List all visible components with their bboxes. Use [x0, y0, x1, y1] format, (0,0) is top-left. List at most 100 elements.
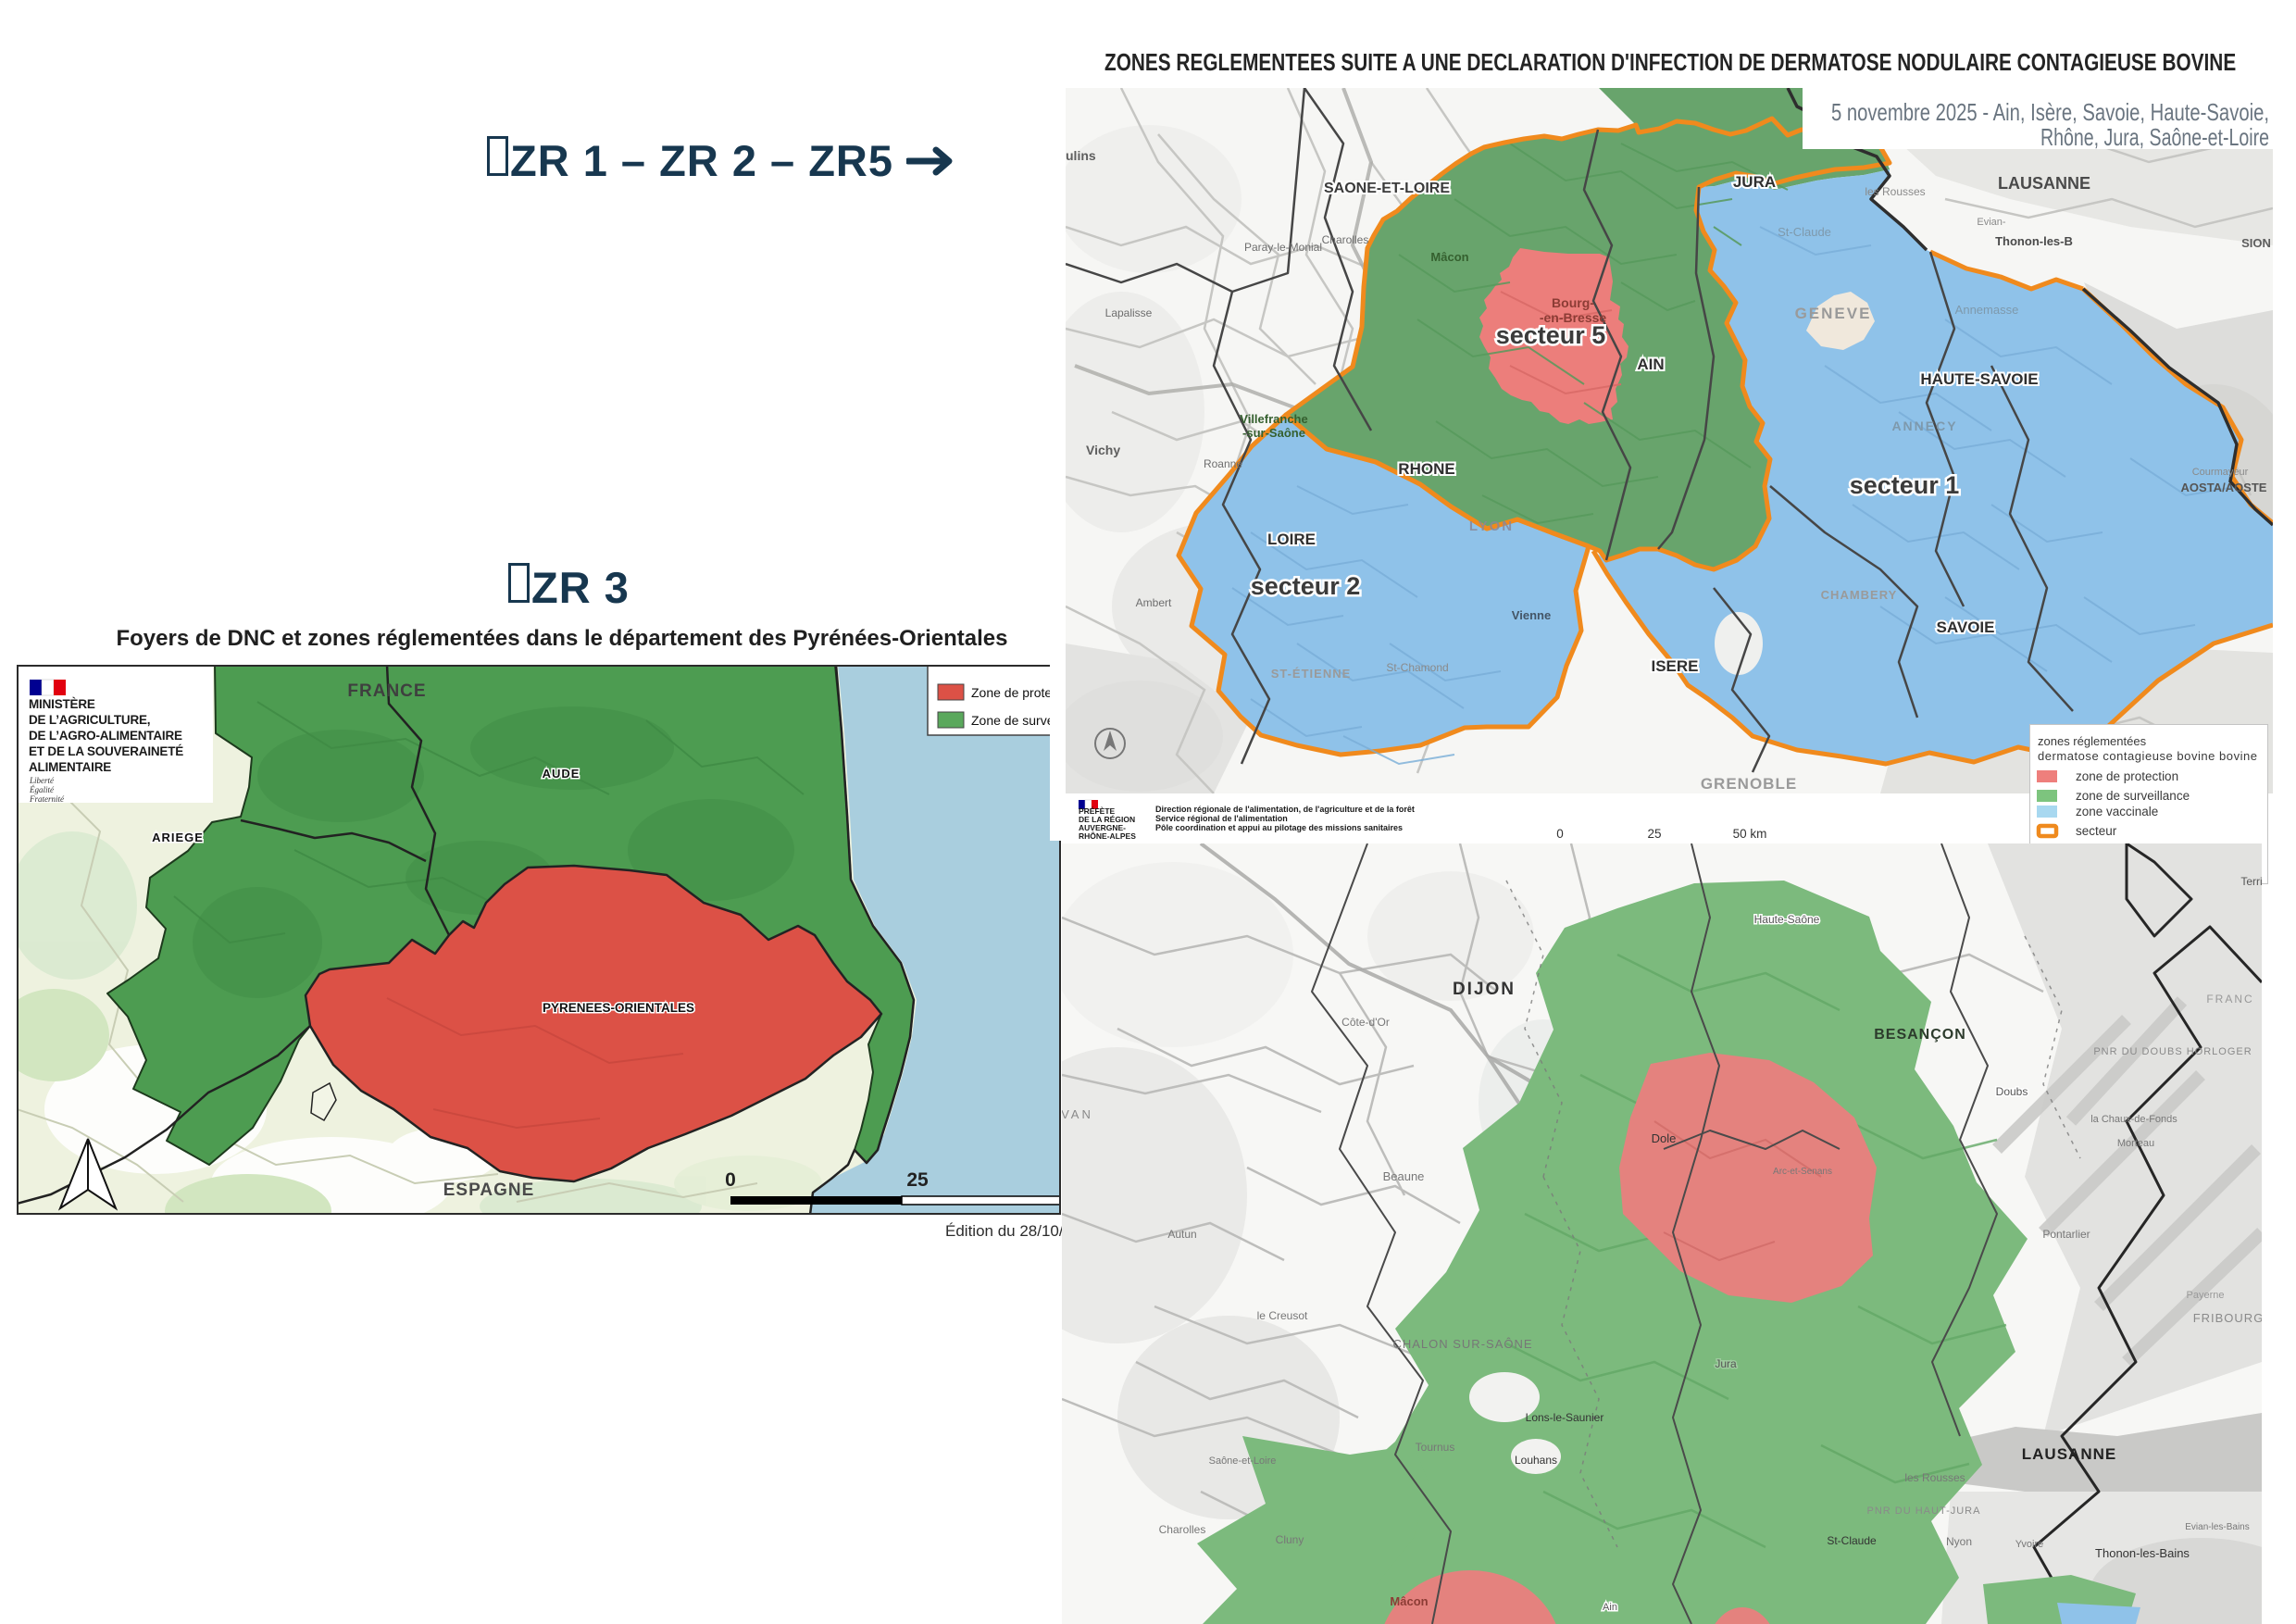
svg-text:25: 25 [1647, 827, 1661, 841]
svg-text:PNR DU DOUBS HORLOGER: PNR DU DOUBS HORLOGER [2093, 1046, 2252, 1057]
svg-text:St-Chamond: St-Chamond [1386, 661, 1448, 674]
svg-text:Direction régionale de l'alime: Direction régionale de l'alimentation, d… [1155, 805, 1415, 814]
svg-text:Mâcon: Mâcon [1390, 1594, 1428, 1608]
svg-text:0: 0 [1556, 827, 1564, 841]
svg-text:JURA: JURA [1733, 173, 1776, 191]
svg-text:ET DE LA SOUVERAINETÉ: ET DE LA SOUVERAINETÉ [29, 744, 183, 758]
svg-text:DIJON: DIJON [1453, 980, 1516, 999]
svg-text:Morteau: Morteau [2117, 1138, 2154, 1149]
svg-text:Bourg-: Bourg- [1552, 295, 1594, 310]
svg-text:CHAMBERY: CHAMBERY [1821, 588, 1898, 602]
svg-text:les Rousses: les Rousses [1904, 1471, 1965, 1484]
svg-text:ESPAGNE: ESPAGNE [443, 1181, 535, 1200]
svg-text:dermatose contagieuse bovine b: dermatose contagieuse bovine bovine [2038, 749, 2257, 763]
svg-text:AUDE: AUDE [543, 767, 580, 781]
svg-text:Dole: Dole [1652, 1131, 1677, 1145]
svg-text:Cluny: Cluny [1276, 1533, 1304, 1546]
svg-text:Mâcon: Mâcon [1430, 250, 1468, 264]
svg-text:RHONE: RHONE [1398, 460, 1454, 478]
svg-text:Égalité: Égalité [29, 785, 55, 794]
svg-text:DE L’AGRICULTURE,: DE L’AGRICULTURE, [29, 713, 150, 727]
svg-text:Zone de prote: Zone de prote [971, 685, 1052, 700]
svg-text:Roanne: Roanne [1204, 457, 1242, 470]
svg-text:Ain: Ain [1603, 1602, 1617, 1613]
svg-text:zones réglementées: zones réglementées [2038, 734, 2147, 748]
svg-text:ISERE: ISERE [1651, 657, 1698, 675]
svg-text:Villefranche: Villefranche [1240, 412, 1307, 426]
svg-text:secteur 5: secteur 5 [1496, 321, 1606, 349]
svg-text:DE L’AGRO-ALIMENTAIRE: DE L’AGRO-ALIMENTAIRE [29, 729, 182, 743]
svg-text:Annemasse: Annemasse [1955, 303, 2019, 317]
svg-text:5 novembre 2025 - Ain, Isère,: 5 novembre 2025 - Ain, Isère, Savoie, Ha… [1831, 98, 2269, 126]
svg-text:ARIEGE: ARIEGE [152, 831, 204, 844]
svg-text:zone vaccinale: zone vaccinale [2076, 805, 2158, 818]
svg-text:Autun: Autun [1167, 1228, 1196, 1241]
svg-text:GRENOBLE: GRENOBLE [1701, 775, 1797, 793]
svg-text:Doubs: Doubs [1996, 1085, 2028, 1098]
svg-text:Lons-le-Sau​nier: Lons-le-Sau​nier [1526, 1411, 1604, 1424]
svg-text:HAUTE-SAVOIE: HAUTE-SAVOIE [1920, 370, 2038, 388]
svg-text:Jura: Jura [1715, 1357, 1737, 1370]
svg-text:Pontarlier: Pontarlier [2042, 1228, 2090, 1241]
svg-text:LYON: LYON [1469, 518, 1514, 534]
svg-text:SAVOIE: SAVOIE [1937, 618, 1995, 636]
svg-text:MORVAN: MORVAN [1062, 1107, 1093, 1121]
svg-text:Pôle coordination et appui au: Pôle coordination et appui au pilotage d… [1155, 823, 1403, 832]
svg-text:Beaune: Beaune [1383, 1169, 1425, 1183]
svg-text:GENEVE: GENEVE [1795, 305, 1872, 322]
svg-text:Ambert: Ambert [1136, 596, 1172, 609]
svg-text:Fraternité: Fraternité [29, 794, 65, 804]
svg-text:Thonon-les-B: Thonon-les-B [1995, 234, 2073, 248]
svg-text:MINISTÈRE: MINISTÈRE [29, 697, 95, 711]
svg-text:Haute-Saône: Haute-Saône [1754, 913, 1820, 926]
svg-text:Arc-et-Senans: Arc-et-Senans [1773, 1167, 1832, 1177]
svg-text:LAUSANNE: LAUSANNE [1998, 174, 2090, 193]
svg-text:CHALON SUR-SAÔNE: CHALON SUR-SAÔNE [1392, 1337, 1532, 1351]
svg-text:Evian-les-Bains: Evian-les-Bains [2185, 1522, 2249, 1532]
svg-text:ST-ÉTIENNE: ST-ÉTIENNE [1271, 667, 1352, 681]
svg-text:0: 0 [725, 1169, 736, 1191]
svg-text:RHÔNE-ALPES: RHÔNE-ALPES [1079, 831, 1136, 841]
svg-text:Service régional de l'alimenta: Service régional de l'alimentation [1155, 814, 1288, 823]
svg-text:zone de surveillance: zone de surveillance [2076, 789, 2190, 803]
svg-text:-sur-Saône: -sur-Saône [1242, 426, 1305, 440]
svg-text:Saône-et-Loire: Saône-et-Loire [1209, 1455, 1277, 1467]
svg-text:ANNECY: ANNECY [1891, 418, 1957, 433]
svg-text:Charolles: Charolles [1322, 233, 1369, 246]
svg-text:DE LA RÉGION: DE LA RÉGION [1079, 815, 1135, 824]
svg-text:BESANÇON: BESANÇON [1874, 1027, 1966, 1043]
svg-text:Vienne: Vienne [1512, 608, 1551, 622]
svg-text:Paray-le-Monial: Paray-le-Monial [1244, 241, 1322, 254]
svg-text:St-Claude: St-Claude [1827, 1534, 1877, 1547]
svg-text:les Rousses: les Rousses [1865, 185, 1925, 198]
svg-text:le Creusot: le Creusot [1257, 1309, 1308, 1322]
svg-text:Yvoire: Yvoire [2015, 1539, 2044, 1550]
svg-text:Courmayeur: Courmayeur [2192, 467, 2249, 478]
svg-text:25: 25 [906, 1169, 929, 1191]
svg-text:Liberté: Liberté [29, 776, 55, 785]
svg-text:PYRENEES-ORIENTALES: PYRENEES-ORIENTALES [543, 1001, 694, 1015]
svg-text:AOSTA/AOSTE: AOSTA/AOSTE [2181, 481, 2267, 494]
svg-text:Vichy: Vichy [1086, 443, 1120, 457]
svg-text:zone de protection: zone de protection [2076, 769, 2178, 783]
svg-text:Nyon: Nyon [1946, 1535, 1972, 1548]
svg-text:SAONE-ET-LOIRE: SAONE-ET-LOIRE [1324, 181, 1450, 196]
svg-text:Payerne: Payerne [2187, 1290, 2225, 1301]
svg-text:-en-Bresse: -en-Bresse [1540, 310, 1607, 325]
svg-text:Zone de surve: Zone de surve [971, 713, 1054, 728]
svg-text:50 km: 50 km [1733, 827, 1767, 841]
svg-text:ulins: ulins [1066, 148, 1096, 163]
svg-text:Rhône, Jura, Saône-et-Loire: Rhône, Jura, Saône-et-Loire [2040, 123, 2269, 151]
svg-text:LAUSANNE: LAUSANNE [2022, 1445, 2116, 1463]
svg-text:PNR DU HAUT-JURA: PNR DU HAUT-JURA [1867, 1505, 1981, 1517]
svg-text:Evian-: Evian- [1977, 217, 2006, 228]
svg-text:St-Claude: St-Claude [1778, 225, 1831, 239]
svg-text:PRÉFÈTE: PRÉFÈTE [1079, 806, 1116, 816]
svg-text:SION: SION [2241, 236, 2271, 250]
svg-text:FRIBOURG: FRIBOURG [2193, 1311, 2262, 1325]
svg-text:ALIMENTAIRE: ALIMENTAIRE [29, 760, 111, 774]
svg-text:Lapalisse: Lapalisse [1105, 306, 1153, 319]
svg-text:Thonon-les-Bains: Thonon-les-Bains [2095, 1546, 2190, 1560]
svg-text:secteur 2: secteur 2 [1251, 572, 1361, 600]
svg-text:LOIRE: LOIRE [1267, 531, 1316, 548]
